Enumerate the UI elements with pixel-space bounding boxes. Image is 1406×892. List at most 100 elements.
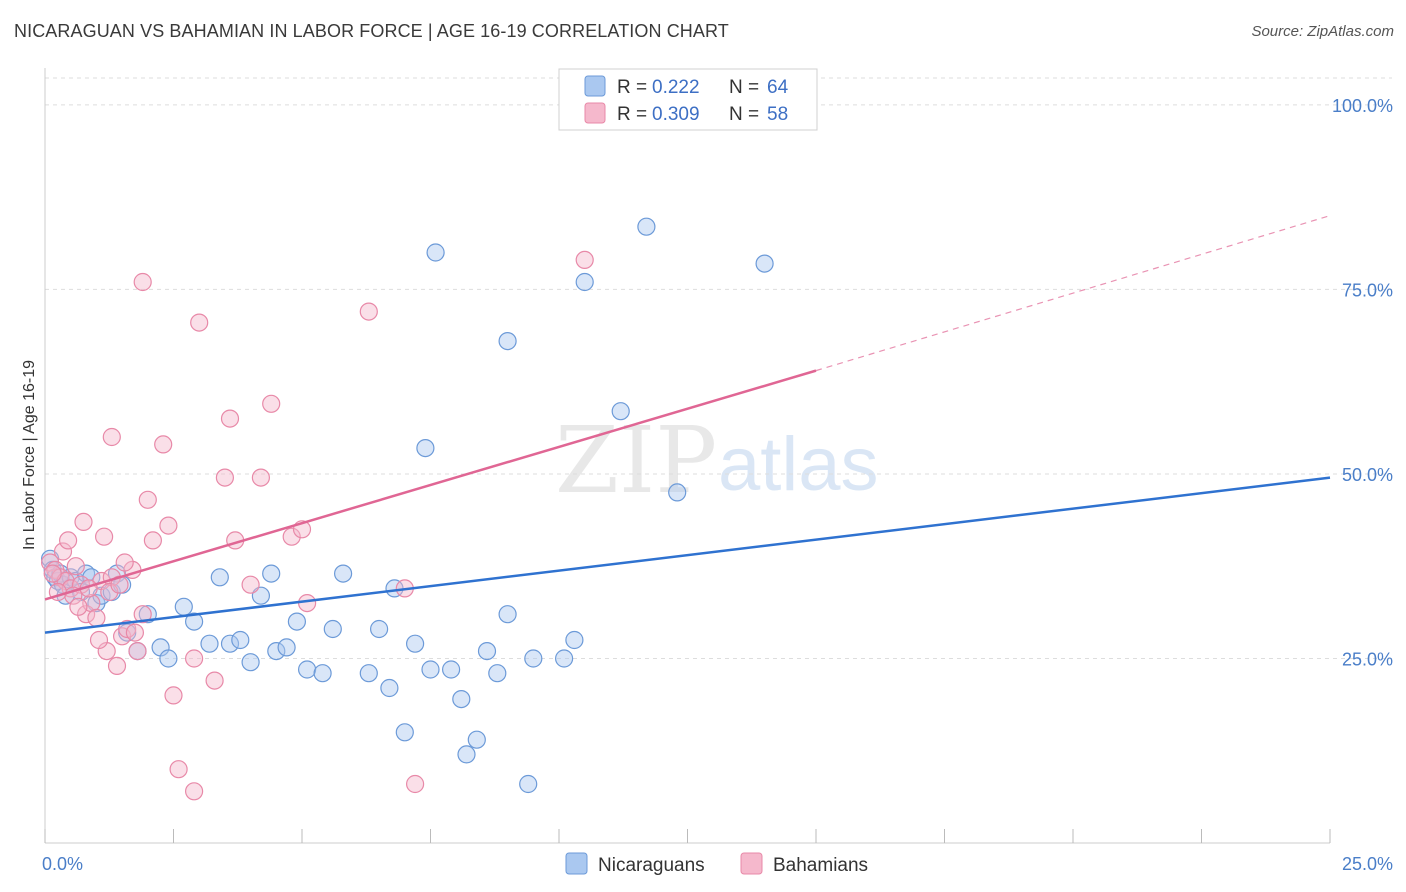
trend-extension-bahamians bbox=[815, 215, 1331, 372]
point-nicaraguans bbox=[287, 612, 306, 631]
point-bahamians bbox=[154, 435, 173, 454]
point-bahamians bbox=[128, 641, 147, 661]
point-bahamians bbox=[159, 516, 178, 535]
point-bahamians bbox=[205, 671, 224, 690]
x-tick-label: 25.0% bbox=[1342, 854, 1393, 874]
point-nicaraguans bbox=[313, 664, 332, 683]
point-bahamians bbox=[53, 542, 73, 561]
point-nicaraguans bbox=[323, 619, 342, 639]
point-nicaraguans bbox=[220, 634, 240, 653]
point-nicaraguans bbox=[185, 612, 204, 631]
point-nicaraguans bbox=[210, 568, 229, 587]
grid-lines bbox=[45, 77, 1392, 659]
legend-r-label-bahamians: R = bbox=[617, 104, 647, 125]
point-bahamians bbox=[89, 630, 109, 650]
point-bahamians bbox=[169, 760, 188, 779]
point-nicaraguans bbox=[452, 689, 471, 709]
point-nicaraguans bbox=[267, 641, 286, 661]
point-nicaraguans bbox=[554, 649, 574, 668]
chart-source: Source: ZipAtlas.com bbox=[1251, 23, 1394, 40]
point-nicaraguans bbox=[668, 483, 687, 502]
point-bahamians bbox=[138, 490, 157, 509]
series-nicaraguans-points bbox=[40, 217, 774, 794]
point-nicaraguans bbox=[477, 641, 497, 661]
point-bahamians bbox=[69, 597, 88, 616]
point-bahamians bbox=[133, 272, 152, 292]
point-nicaraguans bbox=[611, 402, 630, 421]
point-nicaraguans bbox=[755, 254, 774, 273]
point-nicaraguans bbox=[565, 630, 584, 650]
point-bahamians bbox=[115, 553, 134, 572]
point-nicaraguans bbox=[370, 619, 389, 639]
point-bahamians bbox=[262, 394, 281, 413]
y-axis-label: In Labor Force | Age 16-19 bbox=[21, 360, 38, 550]
point-nicaraguans bbox=[174, 597, 193, 616]
point-bahamians bbox=[164, 686, 183, 705]
point-bahamians bbox=[74, 512, 93, 532]
point-nicaraguans bbox=[524, 649, 543, 668]
point-bahamians bbox=[215, 468, 234, 487]
point-nicaraguans bbox=[406, 634, 425, 653]
point-bahamians bbox=[406, 774, 425, 794]
legend-r-label-nicaraguans: R = bbox=[617, 77, 647, 98]
legend-r-value-bahamians: 0.309 bbox=[652, 104, 700, 125]
point-bahamians bbox=[575, 250, 594, 269]
point-bahamians bbox=[185, 782, 204, 801]
x-ticks bbox=[44, 829, 1331, 843]
bottom-legend-label-bahamians: Bahamians bbox=[773, 855, 868, 876]
point-nicaraguans bbox=[380, 678, 399, 698]
point-bahamians bbox=[185, 649, 204, 668]
point-bahamians bbox=[94, 527, 114, 546]
point-bahamians bbox=[66, 557, 85, 576]
point-bahamians bbox=[220, 409, 240, 428]
point-bahamians bbox=[87, 608, 106, 628]
point-nicaraguans bbox=[467, 730, 486, 749]
bottom-legend: Nicaraguans Bahamians bbox=[565, 852, 868, 876]
trend-line-bahamians bbox=[44, 369, 817, 601]
point-nicaraguans bbox=[457, 745, 476, 764]
point-bahamians bbox=[251, 468, 270, 487]
point-nicaraguans bbox=[416, 439, 435, 458]
point-nicaraguans bbox=[498, 605, 517, 624]
point-nicaraguans bbox=[298, 660, 317, 679]
point-nicaraguans bbox=[334, 564, 353, 583]
point-nicaraguans bbox=[637, 217, 656, 236]
bottom-legend-swatch-nicaraguans bbox=[565, 852, 588, 875]
point-nicaraguans bbox=[442, 660, 461, 679]
trend-lines bbox=[44, 215, 1331, 634]
point-bahamians bbox=[107, 656, 127, 676]
point-bahamians bbox=[43, 564, 62, 583]
point-bahamians bbox=[125, 623, 144, 642]
series-bahamians-points bbox=[40, 250, 594, 801]
legend-swatch-nicaraguans bbox=[584, 75, 606, 97]
point-nicaraguans bbox=[498, 332, 517, 351]
point-bahamians bbox=[102, 427, 121, 447]
y-tick-label: 75.0% bbox=[1342, 280, 1393, 300]
point-bahamians bbox=[359, 302, 378, 321]
point-nicaraguans bbox=[200, 634, 219, 653]
point-nicaraguans bbox=[575, 272, 594, 292]
chart-title: NICARAGUAN VS BAHAMIAN IN LABOR FORCE | … bbox=[14, 21, 729, 41]
top-legend: R = 0.222 N = 64 R = 0.309 N = 58 bbox=[558, 68, 818, 131]
point-nicaraguans bbox=[241, 653, 260, 672]
y-tick-label: 25.0% bbox=[1342, 649, 1393, 669]
point-bahamians bbox=[58, 531, 78, 550]
point-bahamians bbox=[76, 605, 96, 624]
point-nicaraguans bbox=[488, 664, 507, 683]
point-nicaraguans bbox=[519, 774, 538, 794]
point-nicaraguans bbox=[426, 243, 445, 262]
point-nicaraguans bbox=[231, 630, 250, 650]
point-bahamians bbox=[241, 575, 260, 594]
y-tick-label: 100.0% bbox=[1332, 96, 1393, 116]
point-nicaraguans bbox=[421, 660, 440, 679]
y-tick-label: 50.0% bbox=[1342, 465, 1393, 485]
point-bahamians bbox=[298, 593, 317, 613]
legend-n-label-bahamians: N = bbox=[729, 104, 759, 125]
legend-n-value-bahamians: 58 bbox=[767, 104, 788, 125]
x-tick-labels: 0.0% 25.0% bbox=[42, 854, 1393, 874]
bottom-legend-label-nicaraguans: Nicaraguans bbox=[598, 855, 705, 876]
point-bahamians bbox=[143, 531, 162, 550]
trend-line-nicaraguans bbox=[44, 476, 1331, 634]
point-nicaraguans bbox=[359, 664, 378, 683]
bottom-legend-swatch-bahamians bbox=[740, 852, 763, 875]
